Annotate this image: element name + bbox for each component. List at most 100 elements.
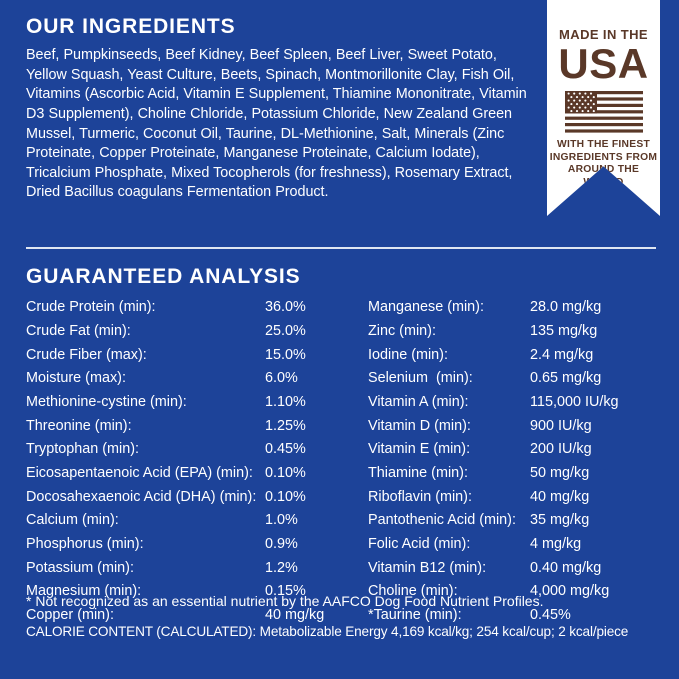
nutrient-label: Vitamin E (min): — [368, 441, 471, 458]
nutrient-value: 0.45% — [530, 607, 571, 624]
nutrient-label: Zinc (min): — [368, 322, 436, 339]
nutrient-row: Copper (min): 40 mg/kg — [26, 604, 356, 628]
nutrient-value: 2.4 mg/kg — [530, 346, 594, 363]
ingredients-list-text: Beef, Pumpkinseeds, Beef Kidney, Beef Sp… — [26, 47, 527, 201]
nutrient-value: 0.40 mg/kg — [530, 559, 602, 576]
nutrient-row: Methionine-cystine (min): 1.10% — [26, 391, 356, 415]
nutrient-label: Riboflavin (min): — [368, 488, 472, 505]
nutrient-columns: Crude Protein (min): 36.0% Crude Fat (min)… — [26, 296, 660, 623]
nutrient-row: Crude Protein (min): 36.0% — [26, 296, 356, 320]
badge-usa-text: USA — [558, 40, 649, 87]
nutrient-label: Threonine (min): — [26, 417, 132, 434]
section-divider — [26, 247, 656, 249]
nutrient-row: Manganese (min): 28.0 mg/kg — [368, 296, 660, 320]
nutrient-row: Docosahexaenoic Acid (DHA) (min): 0.10% — [26, 486, 356, 510]
nutrient-label: Crude Fat (min): — [26, 322, 131, 339]
nutrient-label: Folic Acid (min): — [368, 536, 471, 553]
nutrient-label: Calcium (min): — [26, 512, 119, 529]
nutrient-value: 0.65 mg/kg — [530, 370, 602, 387]
nutrient-row: Eicosapentaenoic Acid (EPA) (min): 0.10% — [26, 462, 356, 486]
nutrient-value: 4,000 mg/kg — [530, 583, 610, 600]
nutrient-label: Vitamin D (min): — [368, 417, 471, 434]
nutrient-row: Zinc (min): 135 mg/kg — [368, 320, 660, 344]
nutrient-label: Phosphorus (min): — [26, 536, 144, 553]
badge-tagline: WITH THE FINEST INGREDIENTS FROM AROUND … — [547, 139, 660, 189]
nutrient-value: 15.0% — [265, 346, 306, 363]
nutrient-value: 135 mg/kg — [530, 322, 598, 339]
nutrient-row: Folic Acid (min): 4 mg/kg — [368, 533, 660, 557]
nutrient-row: Vitamin A (min): 115,000 IU/kg — [368, 391, 660, 415]
nutrient-value: 115,000 IU/kg — [530, 393, 619, 410]
nutrient-value: 6.0% — [265, 370, 298, 387]
nutrient-label: Selenium (min): — [368, 370, 473, 387]
nutrient-value: 28.0 mg/kg — [530, 299, 602, 316]
nutrient-value: 1.2% — [265, 559, 298, 576]
nutrient-label: Iodine (min): — [368, 346, 448, 363]
nutrient-label: *Taurine (min): — [368, 607, 462, 624]
ingredients-heading: OUR INGREDIENTS — [26, 15, 236, 38]
nutrient-label: Crude Fiber (max): — [26, 346, 147, 363]
nutrient-row: Choline (min): 4,000 mg/kg — [368, 580, 660, 604]
guaranteed-analysis-section: GUARANTEED ANALYSIS Crude Protein (min):… — [26, 264, 660, 623]
us-flag-icon — [564, 91, 643, 133]
nutrient-value: 50 mg/kg — [530, 465, 590, 481]
nutrient-label: Choline (min): — [368, 583, 458, 600]
nutrient-value: 25.0% — [265, 322, 306, 339]
nutrient-value: 0.45% — [265, 441, 306, 458]
nutrient-row: Vitamin E (min): 200 IU/kg — [368, 438, 660, 462]
nutrient-row: Threonine (min): 1.25% — [26, 415, 356, 439]
nutrient-label: Vitamin B12 (min): — [368, 559, 487, 576]
nutrient-value: 40 mg/kg — [265, 607, 325, 624]
nutrient-label: Magnesium (min): — [26, 583, 142, 600]
nutrient-row: Calcium (min): 1.0% — [26, 509, 356, 533]
nutrient-row: Potassium (min): 1.2% — [26, 557, 356, 581]
nutrient-label: Thiamine (min): — [368, 465, 468, 481]
nutrient-label: Methionine-cystine (min): — [26, 393, 187, 410]
nutrient-row: Vitamin D (min): 900 IU/kg — [368, 415, 660, 439]
nutrient-row: Magnesium (min): 0.15% — [26, 580, 356, 604]
nutrient-row: Selenium (min): 0.65 mg/kg — [368, 367, 660, 391]
nutrient-row: Moisture (max): 6.0% — [26, 367, 356, 391]
nutrient-value: 1.10% — [265, 393, 306, 410]
nutrient-label: Docosahexaenoic Acid (DHA) (min): — [26, 488, 257, 505]
nutrient-value: 0.10% — [265, 488, 306, 505]
nutrient-row: Phosphorus (min): 0.9% — [26, 533, 356, 557]
nutrient-row: Thiamine (min): 50 mg/kg — [368, 462, 660, 486]
aafco-footnote: * Not recognized as an essential nutrien… — [26, 593, 544, 609]
nutrient-column-left: Crude Protein (min): 36.0% Crude Fat (min)… — [26, 296, 356, 628]
nutrient-label: Vitamin A (min): — [368, 393, 469, 410]
nutrient-row: Riboflavin (min): 40 mg/kg — [368, 486, 660, 510]
nutrient-row: Crude Fiber (max): 15.0% — [26, 344, 356, 368]
nutrient-value: 40 mg/kg — [530, 488, 590, 505]
nutrient-value: 1.25% — [265, 417, 306, 434]
nutrient-label: Eicosapentaenoic Acid (EPA) (min): — [26, 465, 253, 481]
nutrient-value: 4 mg/kg — [530, 536, 582, 553]
badge-tagline-line-3: AROUND THE WORLD — [567, 164, 640, 188]
guaranteed-analysis-heading: GUARANTEED ANALYSIS — [26, 265, 301, 288]
badge-tagline-line-1: WITH THE FINEST — [557, 139, 650, 151]
made-in-usa-badge: MADE IN THE USA — [547, 0, 660, 216]
nutrient-row: *Taurine (min): 0.45% — [368, 604, 660, 628]
nutrient-value: 36.0% — [265, 299, 306, 316]
nutrient-value: 0.9% — [265, 536, 298, 553]
nutrient-row: Pantothenic Acid (min): 35 mg/kg — [368, 509, 660, 533]
badge-made-in-the-text: MADE IN THE — [559, 27, 648, 42]
nutrient-label: Copper (min): — [26, 607, 114, 624]
nutrient-label: Moisture (max): — [26, 370, 126, 387]
nutrient-row: Crude Fat (min): 25.0% — [26, 320, 356, 344]
nutrient-value: 1.0% — [265, 512, 298, 529]
nutrient-row: Iodine (min): 2.4 mg/kg — [368, 344, 660, 368]
nutrient-value: 0.15% — [265, 583, 306, 600]
nutrient-row: Vitamin B12 (min): 0.40 mg/kg — [368, 557, 660, 581]
nutrient-label: Pantothenic Acid (min): — [368, 512, 516, 529]
calorie-content-line: CALORIE CONTENT (CALCULATED): Metaboliza… — [26, 624, 629, 639]
nutrient-value: 900 IU/kg — [530, 417, 592, 434]
nutrient-row: Tryptophan (min): 0.45% — [26, 438, 356, 462]
ingredients-section: OUR INGREDIENTS Beef, Pumpkinseeds, Beef… — [26, 14, 538, 203]
nutrient-label: Crude Protein (min): — [26, 299, 156, 316]
badge-tagline-line-2: INGREDIENTS FROM — [549, 151, 658, 163]
nutrient-label: Potassium (min): — [26, 559, 134, 576]
nutrient-value: 35 mg/kg — [530, 512, 590, 529]
nutrient-label: Tryptophan (min): — [26, 441, 140, 458]
